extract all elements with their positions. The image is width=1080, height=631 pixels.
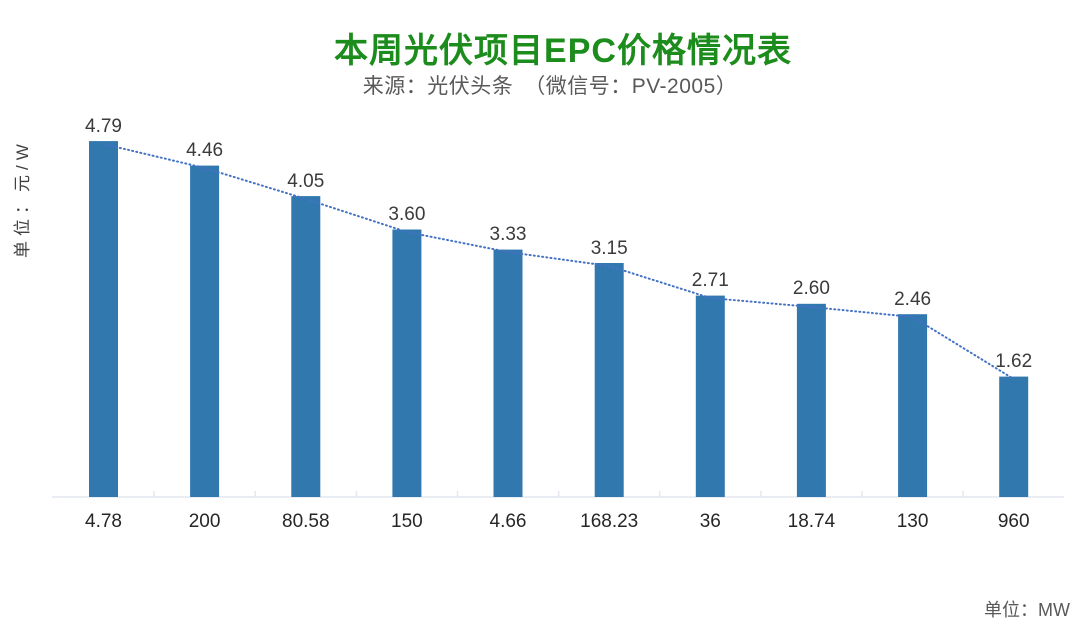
svg-text:4.66: 4.66: [490, 511, 527, 532]
svg-text:80.58: 80.58: [282, 511, 330, 532]
svg-text:2.60: 2.60: [793, 278, 830, 299]
svg-text:3.33: 3.33: [490, 224, 527, 245]
svg-text:4.79: 4.79: [85, 116, 122, 137]
svg-text:960: 960: [998, 511, 1030, 532]
svg-text:2.46: 2.46: [894, 289, 931, 310]
svg-text:单位：元/W: 单位：元/W: [13, 139, 32, 258]
svg-text:4.46: 4.46: [186, 140, 223, 161]
svg-text:168.23: 168.23: [580, 511, 638, 532]
svg-text:3.15: 3.15: [591, 238, 628, 259]
svg-text:1.62: 1.62: [995, 351, 1032, 372]
svg-text:4.78: 4.78: [85, 511, 122, 532]
svg-text:2.71: 2.71: [692, 270, 729, 291]
svg-text:200: 200: [189, 511, 221, 532]
svg-text:18.74: 18.74: [788, 511, 836, 532]
svg-text:4.05: 4.05: [287, 171, 324, 192]
svg-text:36: 36: [700, 511, 721, 532]
svg-text:130: 130: [897, 511, 929, 532]
svg-text:3.60: 3.60: [388, 204, 425, 225]
svg-text:150: 150: [391, 511, 423, 532]
svg-text:单位：MW: 单位：MW: [984, 600, 1070, 620]
